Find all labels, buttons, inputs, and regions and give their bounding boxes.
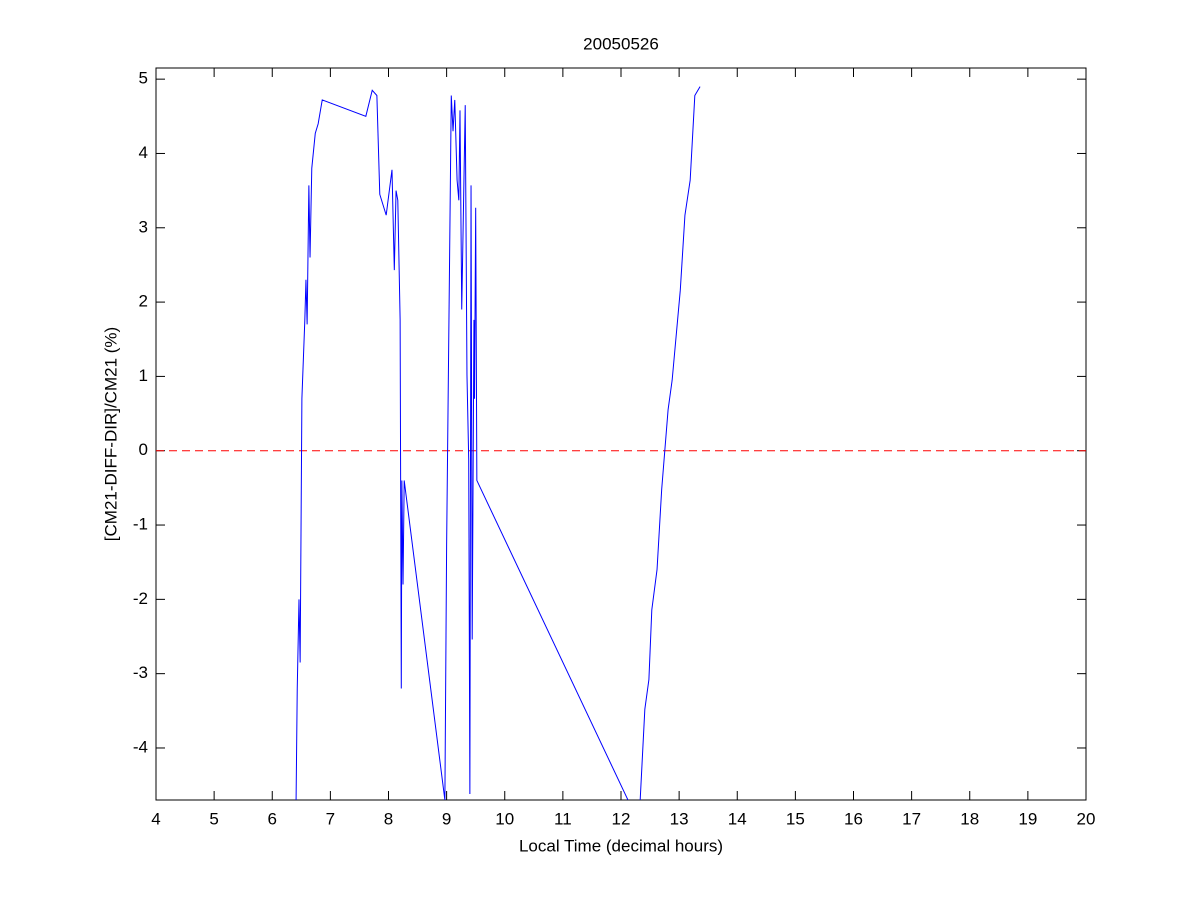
y-axis-label: [CM21-DIFF-DIR]/CM21 (%) <box>101 327 120 541</box>
x-axis-label: Local Time (decimal hours) <box>519 836 723 855</box>
x-tick-label: 4 <box>151 809 160 828</box>
x-tick-label: 13 <box>670 809 689 828</box>
y-tick-label: -3 <box>133 663 148 682</box>
plot-frame <box>155 67 1087 801</box>
x-tick-label: 16 <box>844 809 863 828</box>
plot-area <box>156 86 1086 800</box>
x-tick-label: 10 <box>495 809 514 828</box>
data-line <box>295 86 701 800</box>
y-tick-label: 2 <box>139 292 148 311</box>
x-tick-label: 6 <box>268 809 277 828</box>
x-tick-label: 7 <box>326 809 335 828</box>
y-tick-label: -2 <box>133 589 148 608</box>
y-tick-label: 1 <box>139 366 148 385</box>
x-tick-label: 9 <box>442 809 451 828</box>
y-tick-label: 0 <box>139 440 148 459</box>
y-tick-label: 4 <box>139 143 148 162</box>
x-tick-label: 8 <box>384 809 393 828</box>
y-tick-label: -1 <box>133 515 148 534</box>
x-tick-label: 12 <box>612 809 631 828</box>
y-tick-label: -4 <box>133 737 148 756</box>
x-tick-label: 11 <box>554 809 572 828</box>
y-tick-label: 3 <box>139 217 148 236</box>
x-tick-label: 5 <box>209 809 218 828</box>
x-tick-label: 15 <box>786 809 805 828</box>
x-tick-label: 19 <box>1018 809 1037 828</box>
x-tick-label: 14 <box>728 809 747 828</box>
x-tick-label: 18 <box>960 809 979 828</box>
x-tick-label: 17 <box>902 809 921 828</box>
y-tick-label: 5 <box>139 69 148 88</box>
chart-title: 20050526 <box>583 34 659 53</box>
x-tick-label: 20 <box>1077 809 1096 828</box>
